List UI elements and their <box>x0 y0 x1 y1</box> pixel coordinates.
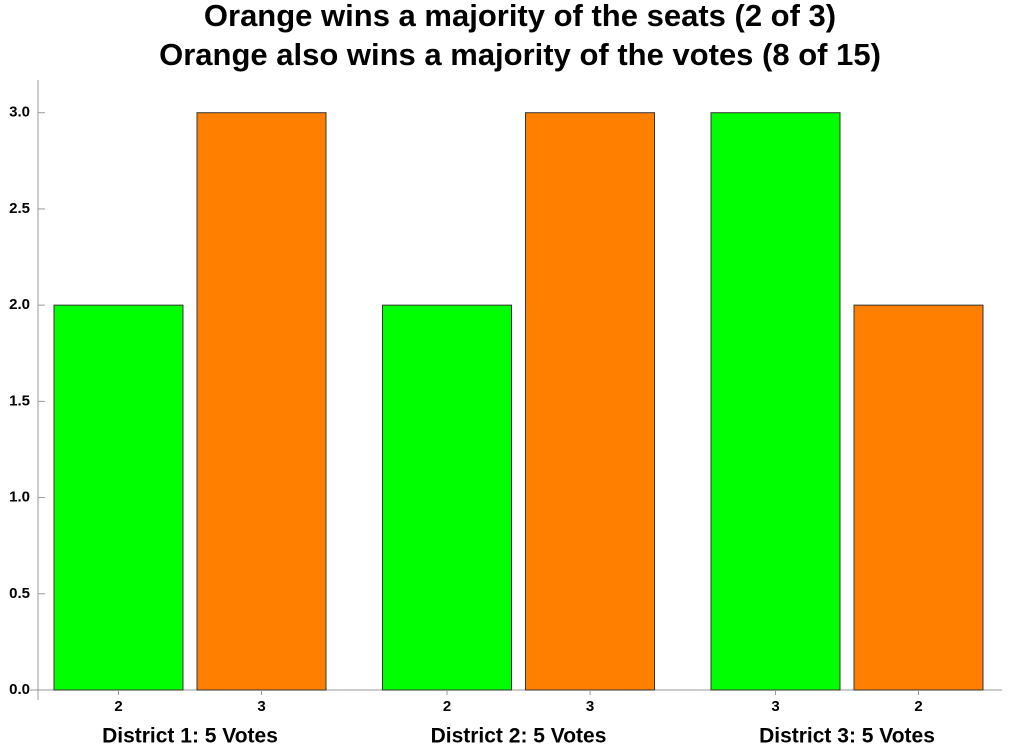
value-label: 3 <box>586 698 594 715</box>
x-tick-label: District 2: 5 Votes <box>431 725 607 748</box>
value-label: 2 <box>914 698 922 715</box>
value-label: 2 <box>114 698 122 715</box>
bar <box>53 304 184 691</box>
value-label: 3 <box>257 698 265 715</box>
value-label: 2 <box>443 698 451 715</box>
bar <box>853 304 984 691</box>
y-tick-label: 2.0 <box>9 296 30 313</box>
chart-subtitle: Orange also wins a majority of the votes… <box>159 37 881 72</box>
y-tick-label: 2.5 <box>9 200 30 217</box>
bar <box>710 112 841 691</box>
y-tick-label: 0.0 <box>9 681 30 698</box>
value-label: 3 <box>771 698 779 715</box>
bar <box>196 112 327 691</box>
x-tick-label: District 3: 5 Votes <box>759 725 935 748</box>
y-tick-label: 1.0 <box>9 489 30 506</box>
bar <box>525 112 655 691</box>
y-tick-label: 0.5 <box>9 585 30 602</box>
bar <box>382 304 512 691</box>
x-tick-label: District 1: 5 Votes <box>102 725 278 748</box>
chart-title: Orange wins a majority of the seats (2 o… <box>204 0 836 33</box>
y-tick-label: 3.0 <box>9 104 30 121</box>
y-tick-label: 1.5 <box>9 392 30 409</box>
